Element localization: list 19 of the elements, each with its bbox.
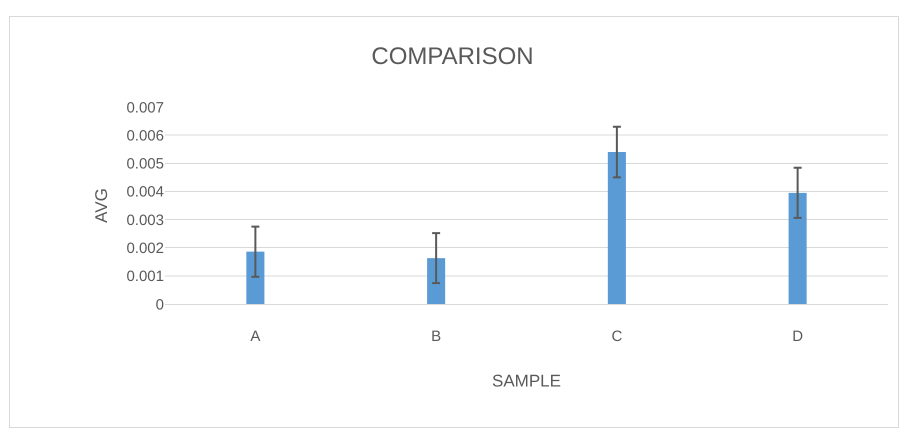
- y-tick-label: 0.007: [126, 99, 164, 116]
- bar: [246, 252, 264, 304]
- x-tick-label: D: [792, 328, 804, 345]
- bar: [608, 152, 626, 304]
- y-tick-label: 0.003: [126, 212, 164, 229]
- y-tick-label: 0: [156, 296, 164, 314]
- y-tick-label: 0.004: [126, 184, 164, 201]
- y-tick-label: 0.002: [126, 240, 164, 257]
- bar: [427, 258, 446, 304]
- y-tick-label: 0.001: [126, 268, 164, 286]
- x-tick-label: A: [250, 328, 260, 345]
- bar: [788, 192, 807, 304]
- chart-title: COMPARISON: [371, 43, 534, 70]
- y-tick-label: 0.005: [126, 156, 164, 173]
- x-axis-title: SAMPLE: [492, 371, 561, 390]
- y-axis-title: AVG: [92, 188, 112, 223]
- x-tick-label: B: [431, 328, 442, 345]
- y-tick-label: 0.006: [126, 127, 164, 144]
- x-tick-label: C: [611, 328, 622, 345]
